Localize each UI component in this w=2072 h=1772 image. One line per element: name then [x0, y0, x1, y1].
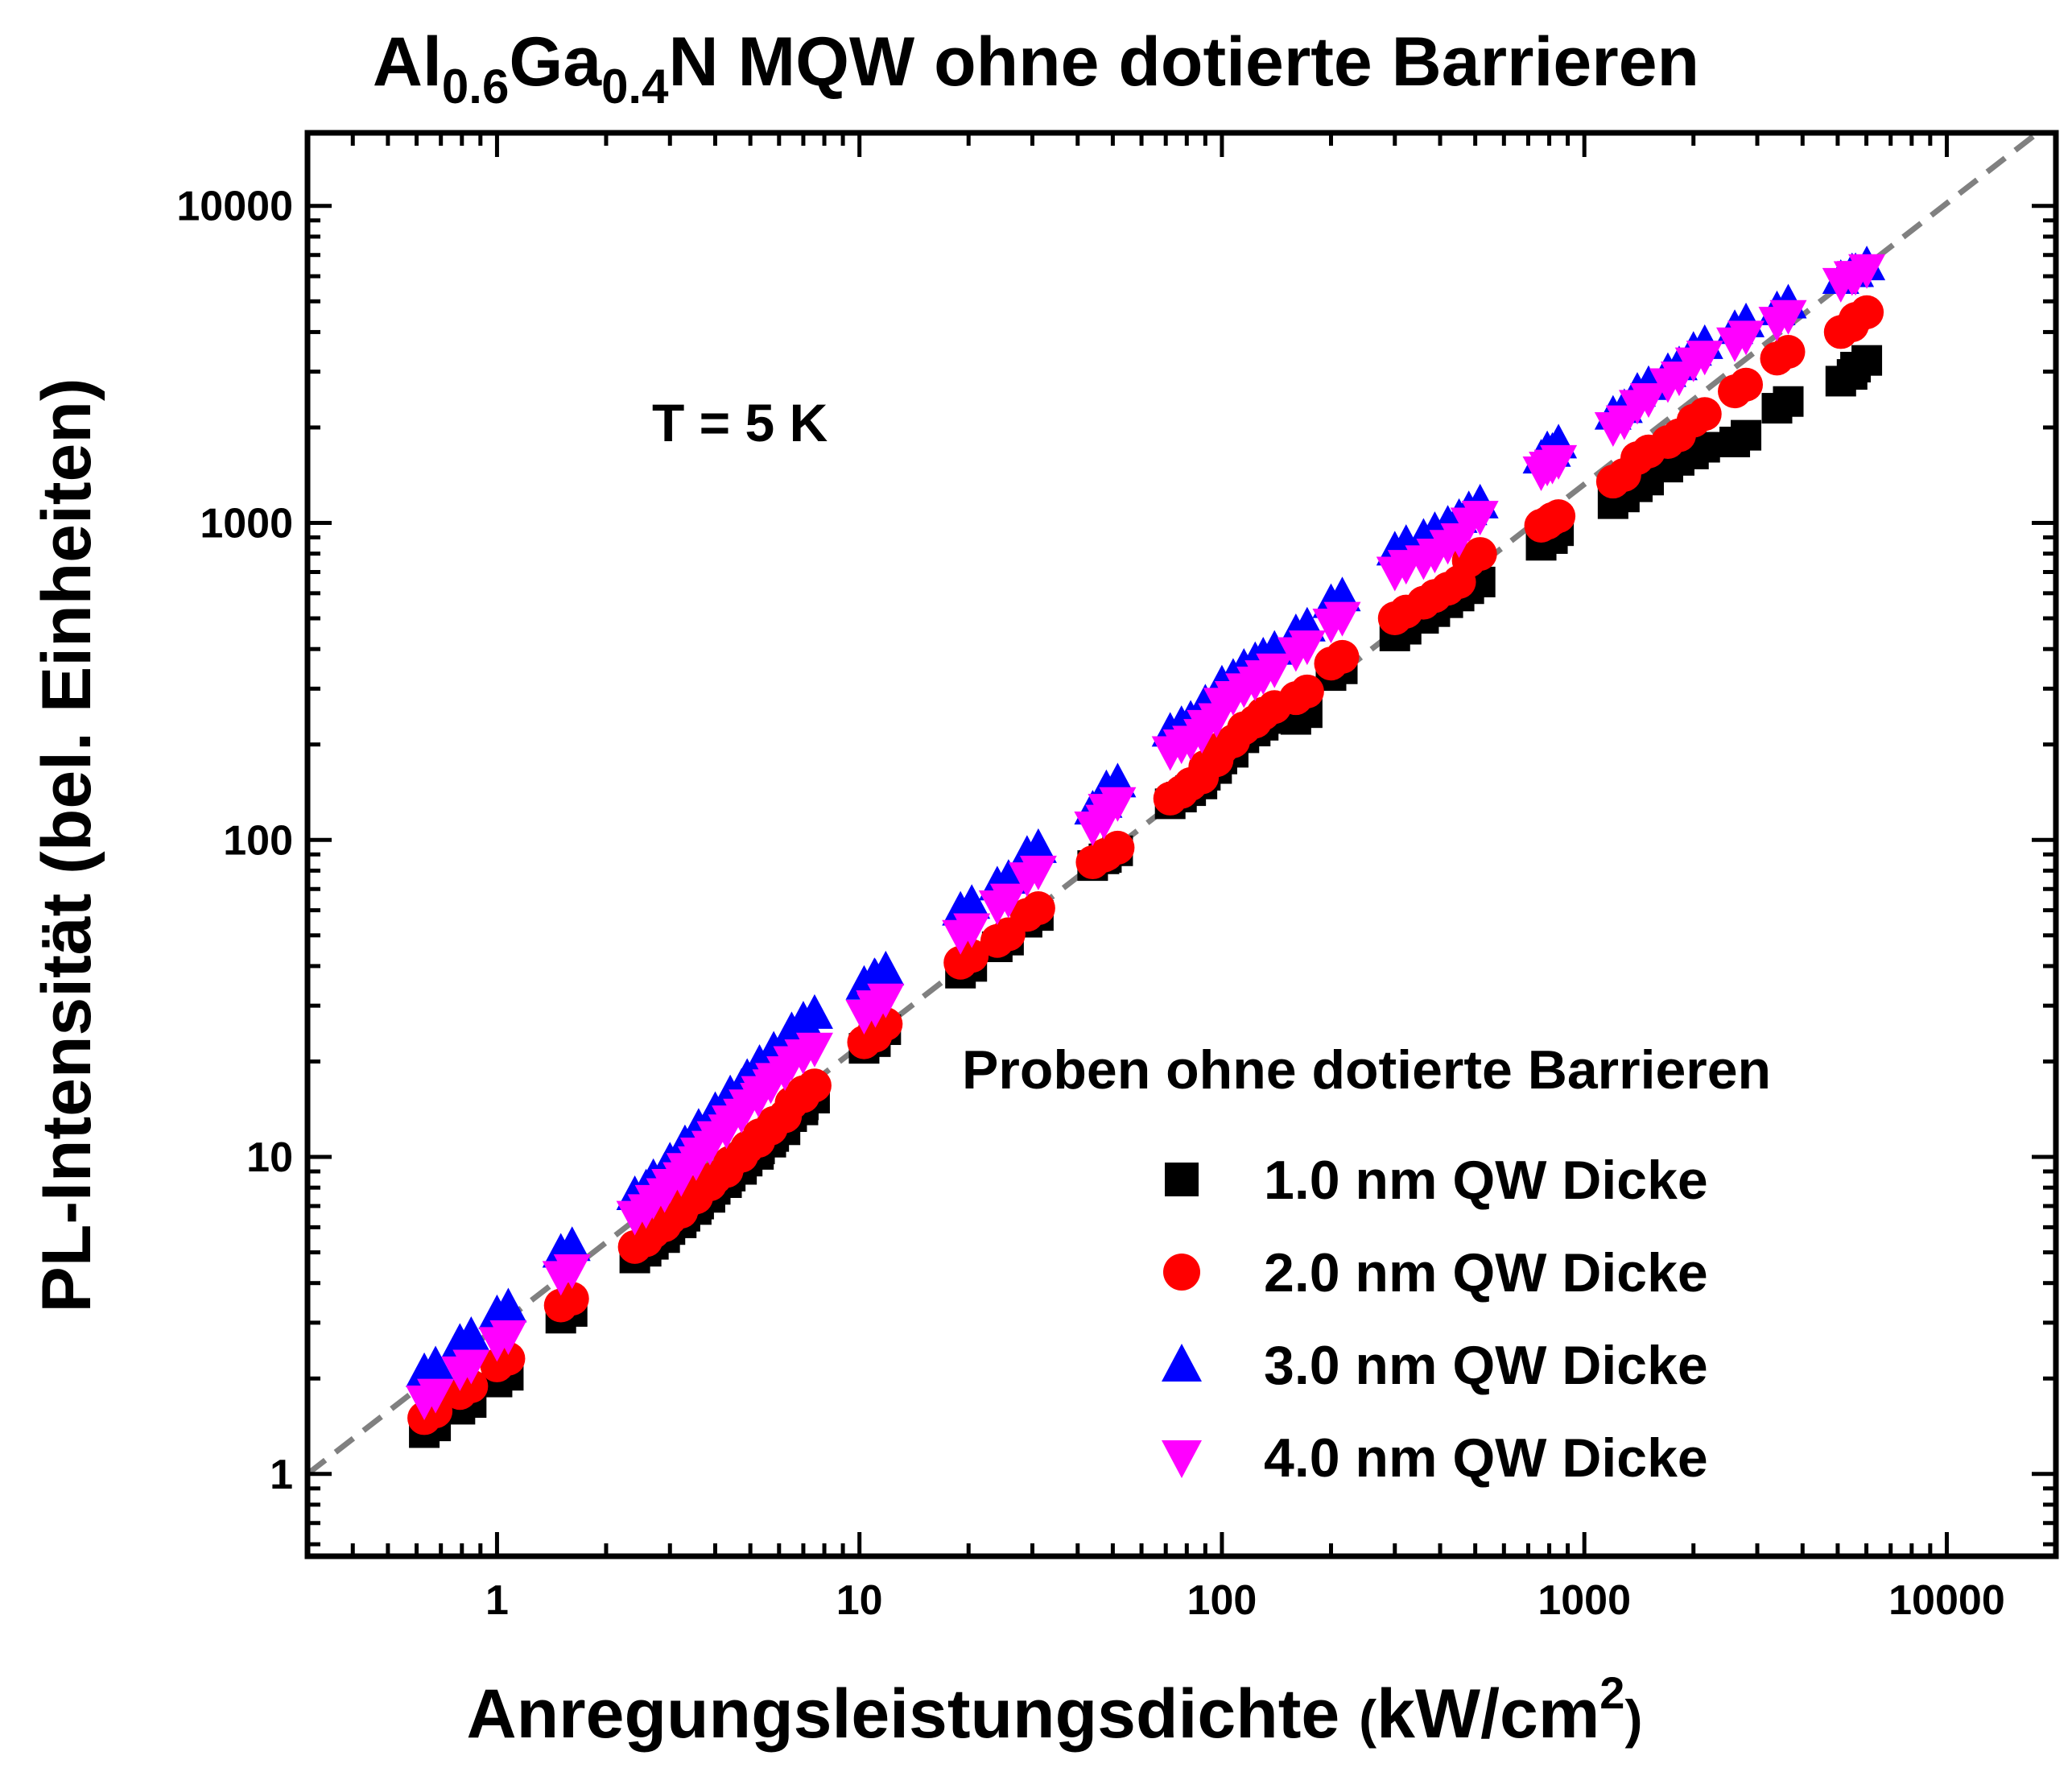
legend-label: 3.0 nm QW Dicke: [1264, 1335, 1708, 1396]
x-tick-label: 1: [485, 1577, 509, 1624]
data-point: [553, 1226, 591, 1262]
data-point: [417, 1345, 455, 1381]
data-point: [1288, 630, 1326, 666]
x-tick-label: 10: [836, 1577, 883, 1624]
data-point: [1461, 501, 1499, 536]
series-2: [407, 295, 1884, 1435]
data-point: [1540, 444, 1578, 480]
data-point: [1021, 891, 1055, 926]
data-point: [1850, 295, 1884, 329]
legend-label: 4.0 nm QW Dicke: [1264, 1427, 1708, 1489]
data-point: [1323, 601, 1361, 637]
data-point: [1256, 653, 1294, 688]
x-tick-label: 1000: [1537, 1577, 1631, 1624]
data-point: [1769, 299, 1807, 335]
data-point: [1729, 367, 1764, 402]
data-point: [1019, 828, 1057, 863]
data-point: [1773, 386, 1804, 417]
data-point: [989, 883, 1027, 919]
legend-label: 2.0 nm QW Dicke: [1264, 1242, 1708, 1303]
data-point: [867, 950, 905, 985]
data-point: [1731, 419, 1762, 451]
legend-label: 1.0 nm QW Dicke: [1264, 1150, 1708, 1211]
data-point: [1851, 345, 1883, 376]
data-point: [489, 1320, 527, 1356]
data-point: [1629, 383, 1667, 419]
title-text: Al: [373, 23, 442, 101]
x-tick-label: 100: [1187, 1577, 1257, 1624]
x-tick-labels: 1 10 100 1000 10000: [485, 1577, 2005, 1624]
x-label-superscript: 2: [1599, 1667, 1624, 1718]
data-point: [1019, 855, 1057, 890]
data-point: [1542, 499, 1576, 534]
chart-title: Al0.6Ga0.4N MQW ohne dotierte Barrieren: [373, 23, 1699, 114]
title-text: Ga: [509, 23, 602, 101]
data-point: [953, 913, 991, 948]
y-tick-labels: 1 10 100 1000 10000: [176, 184, 293, 1498]
data-point: [795, 1032, 833, 1068]
y-tick-label: 1: [270, 1452, 293, 1498]
series-4: [406, 254, 1886, 1421]
x-label-text: Anregungsleistungsdichte: [467, 1675, 1360, 1753]
y-tick-label: 100: [223, 817, 293, 864]
y-tick-label: 1000: [200, 500, 293, 547]
legend-marker: [1163, 1254, 1200, 1291]
data-point: [1727, 320, 1765, 356]
title-subscript: 0.6: [442, 60, 509, 114]
data-point: [553, 1254, 591, 1290]
legend-marker: [1162, 1440, 1202, 1478]
data-point: [452, 1316, 490, 1352]
data-point: [1463, 537, 1497, 572]
data-point: [1848, 254, 1886, 289]
x-tick-label: 10000: [1888, 1577, 2005, 1624]
x-label-text: ): [1624, 1689, 1642, 1749]
data-point: [797, 1068, 832, 1103]
data-point: [795, 993, 833, 1029]
data-point: [1100, 830, 1135, 865]
y-tick-label: 10000: [176, 184, 293, 230]
data-point: [953, 884, 991, 919]
x-label-text: kW/cm: [1377, 1675, 1599, 1753]
data-point: [1325, 639, 1360, 674]
legend-marker: [1162, 1344, 1202, 1382]
plot-area: [304, 130, 2059, 1559]
x-axis-label: Anregungsleistungsdichte (kW/cm2): [467, 1667, 1643, 1753]
temperature-annotation: T = 5 K: [652, 393, 828, 452]
x-label-text: (: [1359, 1689, 1377, 1749]
legend: Proben ohne dotierte Barrieren 1.0 nm QW…: [962, 1039, 1771, 1489]
data-point: [452, 1349, 490, 1385]
y-tick-label: 10: [246, 1134, 293, 1181]
data-point: [1687, 397, 1722, 432]
data-point: [1290, 674, 1324, 708]
data-point: [1099, 787, 1137, 822]
legend-title: Proben ohne dotierte Barrieren: [962, 1039, 1771, 1101]
data-point: [867, 983, 905, 1018]
data-points: [406, 246, 1886, 1448]
y-axis-label: PL-Intensität (bel. Einheiten): [28, 378, 105, 1312]
data-point: [417, 1378, 455, 1414]
plot-frame: [304, 130, 2059, 1559]
data-point: [1686, 341, 1723, 376]
legend-marker: [1165, 1163, 1199, 1196]
title-subscript: 0.4: [601, 60, 669, 114]
data-point: [489, 1287, 527, 1323]
title-text: N MQW ohne dotierte Barrieren: [668, 23, 1699, 101]
data-point: [1771, 334, 1806, 369]
